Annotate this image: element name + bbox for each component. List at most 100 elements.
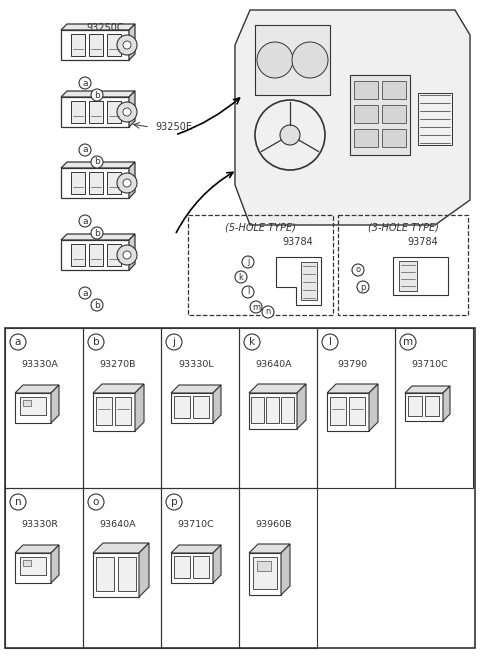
- Bar: [408, 396, 422, 416]
- Circle shape: [352, 264, 364, 276]
- Polygon shape: [93, 393, 135, 431]
- Bar: [349, 397, 365, 425]
- Text: 93250E: 93250E: [155, 122, 192, 132]
- Polygon shape: [15, 393, 51, 423]
- Bar: [23, 400, 31, 406]
- Text: a: a: [82, 216, 88, 226]
- Bar: [89, 244, 103, 266]
- Polygon shape: [443, 386, 450, 421]
- Circle shape: [250, 301, 262, 313]
- Text: 93270B: 93270B: [100, 360, 136, 369]
- Text: b: b: [94, 91, 100, 100]
- Polygon shape: [405, 393, 443, 421]
- Text: n: n: [265, 308, 271, 316]
- Polygon shape: [249, 384, 306, 393]
- Polygon shape: [249, 553, 281, 595]
- Text: p: p: [360, 283, 366, 291]
- Bar: [239, 328, 317, 488]
- Polygon shape: [129, 234, 135, 270]
- Bar: [89, 34, 103, 56]
- Bar: [71, 34, 85, 56]
- Text: (3-HOLE TYPE): (3-HOLE TYPE): [368, 223, 438, 233]
- Polygon shape: [93, 543, 149, 553]
- Circle shape: [242, 256, 254, 268]
- Circle shape: [10, 334, 26, 350]
- Text: o: o: [93, 497, 99, 507]
- Bar: [193, 556, 209, 578]
- Polygon shape: [129, 162, 135, 198]
- Text: m: m: [403, 337, 413, 347]
- Bar: [107, 244, 121, 266]
- Bar: [89, 101, 103, 123]
- Bar: [382, 81, 406, 99]
- Polygon shape: [15, 385, 59, 393]
- Polygon shape: [171, 385, 221, 393]
- Circle shape: [166, 334, 182, 350]
- Text: a: a: [82, 79, 88, 87]
- Polygon shape: [93, 384, 144, 393]
- Polygon shape: [129, 24, 135, 60]
- Bar: [118, 557, 136, 591]
- Bar: [281, 397, 294, 423]
- Text: k: k: [249, 337, 255, 347]
- Polygon shape: [61, 168, 129, 198]
- Bar: [239, 488, 317, 648]
- Text: a: a: [82, 146, 88, 155]
- Text: a: a: [82, 289, 88, 298]
- Bar: [425, 396, 439, 416]
- Polygon shape: [93, 553, 139, 597]
- Polygon shape: [51, 385, 59, 423]
- Circle shape: [123, 41, 131, 49]
- Text: l: l: [247, 287, 249, 297]
- Polygon shape: [129, 91, 135, 127]
- Bar: [83, 328, 161, 488]
- Text: j: j: [172, 337, 176, 347]
- Circle shape: [280, 125, 300, 145]
- Polygon shape: [61, 24, 135, 30]
- Polygon shape: [61, 234, 135, 240]
- Bar: [174, 556, 190, 578]
- Bar: [251, 397, 264, 423]
- Circle shape: [117, 173, 137, 193]
- Polygon shape: [276, 257, 321, 305]
- Text: b: b: [94, 157, 100, 167]
- Polygon shape: [369, 384, 378, 431]
- Text: p: p: [171, 497, 177, 507]
- Bar: [20, 557, 46, 575]
- Text: b: b: [94, 300, 100, 310]
- Text: 93710C: 93710C: [412, 360, 448, 369]
- Polygon shape: [139, 543, 149, 597]
- Bar: [395, 328, 473, 488]
- Bar: [5, 488, 83, 648]
- Polygon shape: [297, 384, 306, 429]
- Bar: [23, 560, 31, 566]
- Circle shape: [244, 334, 260, 350]
- Text: 93784: 93784: [408, 237, 438, 247]
- Text: 93330R: 93330R: [22, 520, 59, 529]
- Circle shape: [357, 281, 369, 293]
- Circle shape: [257, 42, 293, 78]
- Polygon shape: [171, 545, 221, 553]
- Bar: [301, 262, 317, 300]
- Circle shape: [292, 42, 328, 78]
- Bar: [115, 397, 131, 425]
- Bar: [71, 244, 85, 266]
- Bar: [83, 488, 161, 648]
- Polygon shape: [61, 97, 129, 127]
- Bar: [188, 215, 333, 315]
- Bar: [255, 25, 330, 95]
- Polygon shape: [61, 91, 135, 97]
- Circle shape: [235, 271, 247, 283]
- Bar: [107, 34, 121, 56]
- Circle shape: [123, 179, 131, 187]
- Circle shape: [117, 35, 137, 55]
- Polygon shape: [61, 162, 135, 168]
- Text: l: l: [328, 337, 332, 347]
- Polygon shape: [249, 393, 297, 429]
- Circle shape: [123, 251, 131, 259]
- Text: b: b: [93, 337, 99, 347]
- Text: 93330A: 93330A: [22, 360, 59, 369]
- Polygon shape: [327, 384, 378, 393]
- Bar: [338, 215, 468, 315]
- Circle shape: [79, 144, 91, 156]
